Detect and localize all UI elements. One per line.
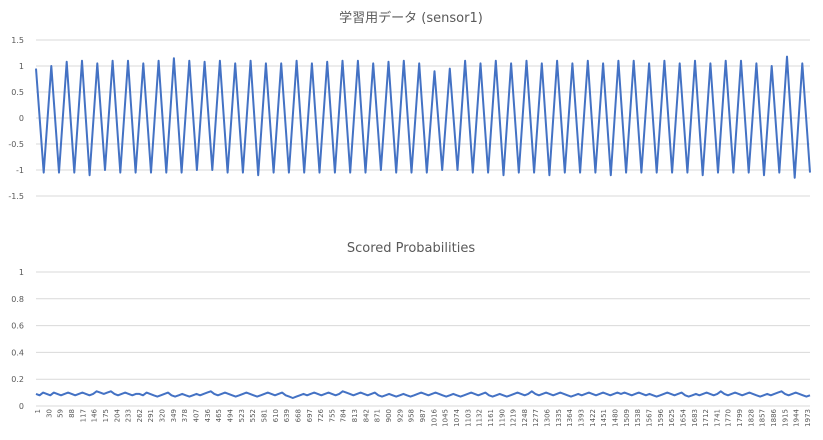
chart1-ytick-label: 0 [19, 114, 24, 123]
probability-chart-title: Scored Probabilities [347, 241, 475, 256]
chart2-xtick-label: 1770 [725, 409, 733, 427]
chart2-xtick-label: 1161 [487, 409, 495, 427]
sensor-series-line [35, 55, 811, 179]
chart2-xtick-label: 639 [283, 409, 291, 422]
chart2-xtick-label: 1915 [781, 409, 789, 427]
chart2-xtick-label: 1190 [498, 409, 506, 427]
chart1-ytick-label: -1 [16, 166, 24, 175]
chart2-xtick-label: 668 [294, 409, 302, 422]
chart2-ytick-label: 0 [19, 402, 24, 411]
chart2-ytick-label: 0.2 [11, 375, 24, 384]
chart2-xtick-label: 146 [91, 408, 99, 422]
chart2-xtick-label: 581 [261, 409, 269, 422]
chart2-xtick-label: 987 [419, 409, 427, 422]
chart2-xtick-label: 1074 [453, 408, 461, 426]
chart2-xtick-label: 1741 [713, 409, 721, 427]
chart2-xtick-label: 1799 [736, 409, 744, 427]
chart2-xtick-label: 1538 [634, 409, 642, 427]
chart1-ytick-label: -0.5 [8, 140, 24, 149]
chart2-xtick-label: 320 [159, 409, 167, 422]
chart2-xtick-label: 1973 [804, 409, 812, 427]
chart2-xtick-label: 523 [238, 409, 246, 422]
chart2-xtick-label: 871 [374, 409, 382, 422]
chart2-xtick-label: 1103 [464, 409, 472, 427]
probability-series-line [35, 390, 811, 399]
chart2-xtick-label: 1016 [430, 408, 438, 426]
chart2-xtick-label: 465 [215, 409, 223, 422]
chart2-xtick-label: 1364 [566, 408, 574, 426]
chart2-xtick-label: 1 [34, 409, 42, 413]
chart2-xtick-label: 813 [351, 409, 359, 422]
chart2-xtick-label: 1712 [702, 409, 710, 427]
chart2-xtick-label: 1567 [646, 409, 654, 427]
chart2-xtick-label: 59 [57, 409, 65, 418]
chart2-xtick-label: 610 [272, 409, 280, 422]
chart2-xtick-label: 233 [125, 409, 133, 422]
chart1-ytick-label: 0.5 [11, 88, 24, 97]
chart2-xtick-label: 436 [204, 408, 212, 422]
chart2-xtick-label: 1828 [747, 409, 755, 427]
chart2-xtick-label: 1857 [759, 409, 767, 427]
chart2-xtick-label: 958 [408, 409, 416, 422]
chart2-xtick-label: 1480 [612, 409, 620, 427]
chart1-ytick-label: 1.5 [11, 36, 24, 45]
chart2-xtick-label: 1132 [476, 409, 484, 427]
chart2-xtick-label: 1248 [521, 409, 529, 427]
chart2-xtick-label: 842 [362, 409, 370, 422]
chart2-xtick-label: 1306 [544, 408, 552, 426]
chart2-xtick-label: 1596 [657, 408, 665, 426]
chart2-ytick-label: 0.6 [11, 322, 24, 331]
chart2-xtick-label: 1335 [555, 409, 563, 427]
chart2-xtick-label: 175 [102, 409, 110, 422]
chart2-xtick-label: 1422 [589, 409, 597, 427]
chart2-xtick-label: 929 [396, 409, 404, 422]
sensor-chart-title: 学習用データ (sensor1) [339, 10, 483, 26]
chart2-xtick-label: 1654 [679, 408, 687, 426]
chart2-ytick-label: 0.4 [11, 348, 24, 357]
chart2-xtick-label: 1509 [623, 409, 631, 427]
chart2-xtick-label: 697 [306, 409, 314, 422]
chart2-xtick-label: 349 [170, 409, 178, 422]
chart2-xtick-label: 1944 [793, 408, 801, 426]
chart2-xtick-label: 1393 [578, 409, 586, 427]
chart2-xtick-label: 1886 [770, 408, 778, 426]
chart1-ytick-label: 1 [19, 62, 24, 71]
probability-chart: Scored Probabilities 10.80.60.40.20 1 30 5… [11, 241, 812, 427]
chart2-xtick-label: 494 [227, 408, 235, 422]
chart2-xtick-label: 291 [147, 409, 155, 422]
chart2-xtick-label: 1045 [442, 409, 450, 427]
chart2-xtick-label: 204 [113, 408, 121, 422]
chart2-xtick-label: 755 [328, 409, 336, 422]
chart2-xtick-label: 30 [45, 409, 53, 418]
chart2-xtick-label: 117 [79, 409, 87, 422]
chart2-xtick-label: 552 [249, 409, 257, 422]
chart2-xtick-label: 407 [193, 409, 201, 422]
sensor-chart: 学習用データ (sensor1) 1.5 1 0.5 0 -0.5 -1 -1.5 [8, 10, 811, 201]
chart2-ytick-label: 1 [19, 268, 24, 277]
chart2-xtick-label: 1219 [510, 409, 518, 427]
chart1-ytick-label: -1.5 [8, 192, 24, 201]
chart2-ytick-label: 0.8 [11, 295, 24, 304]
chart2-xtick-label: 900 [385, 409, 393, 422]
chart2-xtick-label: 378 [181, 409, 189, 422]
chart2-xtick-label: 88 [68, 409, 76, 418]
chart2-xtick-label: 1625 [668, 409, 676, 427]
chart2-xtick-label: 1451 [600, 409, 608, 427]
chart2-xtick-label: 1277 [532, 409, 540, 427]
chart2-xtick-label: 1683 [691, 409, 699, 427]
chart2-xtick-label: 784 [340, 408, 348, 422]
chart2-xtick-label: 262 [136, 409, 144, 422]
chart2-xtick-label: 726 [317, 408, 325, 422]
